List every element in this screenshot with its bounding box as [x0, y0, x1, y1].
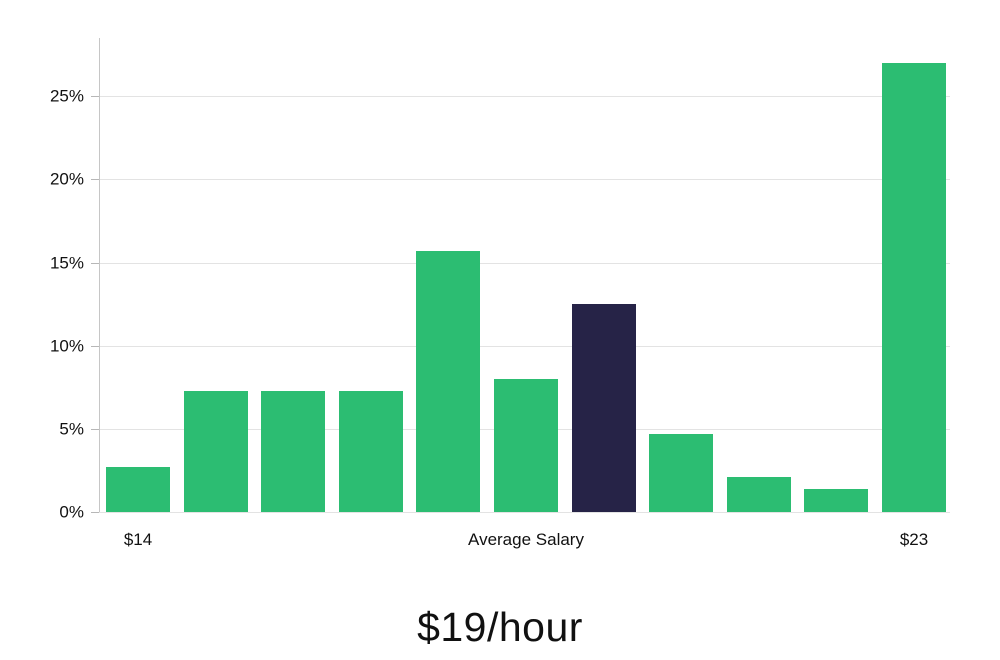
x-axis-label: $23 — [899, 530, 929, 549]
bar[interactable] — [261, 390, 326, 512]
bar[interactable] — [494, 378, 558, 512]
gridline-10 — [99, 345, 950, 347]
y-tick-mark-25 — [91, 96, 99, 98]
y-tick-mark-0 — [91, 512, 99, 513]
y-tick-mark-5 — [91, 428, 99, 430]
y-tick-label-15: 15% — [49, 253, 84, 273]
x-axis-label: Average Salary — [468, 530, 584, 549]
gridline-20 — [99, 179, 950, 181]
bar-highlighted[interactable] — [571, 304, 636, 512]
bar[interactable] — [416, 250, 481, 512]
y-tick-label-25: 25% — [49, 86, 84, 106]
bar[interactable] — [183, 390, 248, 512]
y-axis-line — [99, 38, 100, 512]
bar[interactable] — [338, 390, 403, 512]
bar[interactable] — [804, 488, 869, 512]
y-tick-label-5: 5% — [59, 419, 84, 439]
gridline-25 — [99, 96, 950, 98]
bar[interactable] — [649, 433, 714, 512]
y-tick-label-0: 0% — [59, 502, 84, 522]
y-tick-mark-20 — [91, 179, 99, 181]
plot-area: 0% 5% 10% 15% 20% 25% $14 Average Salary $23 — [50, 38, 950, 549]
y-tick-mark-10 — [91, 345, 99, 347]
y-tick-mark-15 — [91, 262, 99, 264]
y-tick-label-20: 20% — [49, 169, 84, 189]
gridline-15 — [99, 262, 950, 264]
y-tick-label-10: 10% — [49, 336, 84, 356]
bar[interactable] — [882, 62, 946, 512]
x-axis-label: $14 — [123, 530, 153, 549]
bar[interactable] — [106, 467, 170, 512]
gridline-0 — [99, 512, 950, 513]
bar[interactable] — [726, 477, 791, 512]
chart-title: $19/hour — [417, 604, 583, 650]
